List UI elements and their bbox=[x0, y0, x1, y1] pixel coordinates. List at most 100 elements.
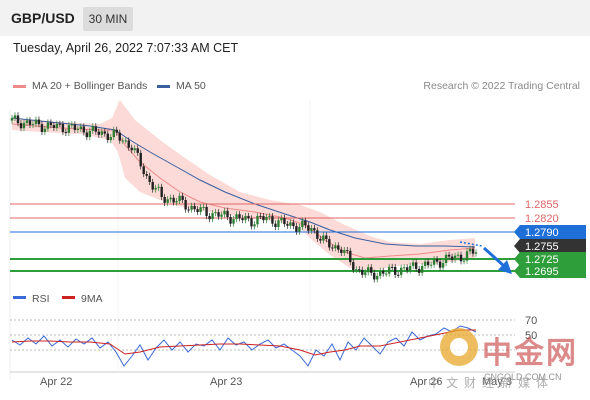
candle-body bbox=[184, 199, 187, 210]
candle-body bbox=[133, 148, 136, 151]
candle-body bbox=[382, 270, 385, 274]
candle-body bbox=[88, 130, 92, 138]
candle-body bbox=[214, 212, 217, 214]
legend-swatch-bb bbox=[13, 84, 26, 88]
candle-body bbox=[334, 245, 337, 249]
candle-body bbox=[145, 174, 148, 176]
candle-body bbox=[28, 120, 32, 125]
candle-body bbox=[10, 117, 14, 121]
legend-label-bb: MA 20 + Bollinger Bands bbox=[32, 80, 148, 92]
candle-body bbox=[408, 265, 412, 271]
level-tag-4 bbox=[514, 239, 586, 253]
candle-body bbox=[411, 262, 415, 266]
x-axis-label: Apr 23 bbox=[210, 376, 243, 388]
watermark-subtitle: 中文财经新媒体 bbox=[428, 376, 555, 390]
candle-body bbox=[456, 254, 460, 256]
projection-arrowhead bbox=[498, 260, 512, 274]
rsi-legend-swatch bbox=[13, 296, 26, 299]
candle-body bbox=[244, 215, 247, 221]
candle-body bbox=[307, 225, 310, 231]
candle-body bbox=[319, 238, 322, 241]
candle-body bbox=[127, 140, 130, 148]
candle-body bbox=[471, 248, 475, 254]
credit-text: Research © 2022 Trading Central bbox=[423, 80, 580, 92]
candle-body bbox=[253, 224, 256, 227]
candle-body bbox=[376, 275, 379, 280]
candle-body bbox=[178, 195, 181, 202]
level-tag-3 bbox=[514, 225, 586, 239]
candle-body bbox=[73, 124, 77, 130]
candle-body bbox=[160, 186, 163, 197]
candle-body bbox=[49, 122, 53, 126]
candle-body bbox=[46, 122, 50, 129]
candle-body bbox=[148, 175, 151, 182]
candle-body bbox=[142, 166, 145, 175]
candle-body bbox=[238, 214, 241, 219]
candle-body bbox=[286, 224, 289, 226]
candle-body bbox=[118, 132, 121, 141]
projection-arrow bbox=[482, 246, 506, 268]
candle-body bbox=[163, 196, 166, 203]
candle-body bbox=[459, 254, 463, 262]
candle-body bbox=[393, 266, 397, 275]
candle-body bbox=[399, 267, 403, 275]
candle-body bbox=[136, 148, 139, 153]
candle-body bbox=[337, 245, 340, 250]
legend-label-ma50: MA 50 bbox=[176, 80, 206, 92]
timeframe-button[interactable]: 30 MIN bbox=[83, 7, 133, 31]
level-label-5: 1.2725 bbox=[525, 254, 559, 266]
candle-body bbox=[166, 199, 169, 203]
candle-body bbox=[402, 267, 406, 269]
candle-body bbox=[175, 201, 178, 203]
candle-body bbox=[429, 264, 433, 266]
candle-body bbox=[172, 197, 175, 203]
candle-body bbox=[295, 226, 298, 232]
candle-body bbox=[157, 186, 160, 188]
candle-body bbox=[100, 131, 104, 135]
candle-body bbox=[367, 267, 370, 273]
candle-body bbox=[58, 123, 62, 125]
ma9-legend-label: 9MA bbox=[81, 293, 103, 305]
candle-body bbox=[256, 215, 259, 225]
candle-body bbox=[325, 235, 328, 240]
candle-body bbox=[151, 181, 154, 190]
candle-body bbox=[474, 252, 478, 254]
candle-body bbox=[364, 272, 367, 275]
candle-body bbox=[277, 220, 280, 228]
candle-body bbox=[154, 187, 157, 190]
candle-body bbox=[226, 210, 229, 218]
candle-body bbox=[438, 261, 442, 268]
level-label-4: 1.2755 bbox=[525, 241, 559, 253]
candle-body bbox=[217, 212, 220, 217]
candle-body bbox=[235, 214, 238, 220]
candle-body bbox=[199, 207, 202, 213]
candle-body bbox=[97, 131, 101, 135]
candle-body bbox=[313, 228, 316, 231]
candle-body bbox=[250, 218, 253, 227]
watermark-logo-icon bbox=[440, 328, 478, 366]
candle-body bbox=[190, 205, 193, 210]
candle-body bbox=[423, 261, 427, 267]
candle-body bbox=[193, 205, 196, 210]
candle-body bbox=[435, 259, 439, 262]
ma50-line bbox=[11, 117, 476, 248]
candle-body bbox=[358, 269, 361, 271]
candle-body bbox=[220, 214, 223, 217]
candle-body bbox=[25, 120, 29, 123]
candle-body bbox=[52, 125, 56, 128]
candle-body bbox=[109, 137, 112, 141]
watermark-url: CNGOLD.COM.CN bbox=[484, 372, 562, 382]
candle-body bbox=[355, 269, 358, 271]
candle-body bbox=[103, 131, 106, 134]
candle-body bbox=[414, 262, 418, 269]
candle-body bbox=[268, 216, 271, 218]
candle-body bbox=[289, 222, 292, 226]
candle-body bbox=[91, 126, 95, 131]
candle-body bbox=[181, 195, 184, 200]
candle-body bbox=[447, 254, 451, 257]
candle-body bbox=[349, 250, 352, 263]
candle-body bbox=[352, 262, 355, 270]
candle-body bbox=[426, 261, 430, 266]
candle-body bbox=[441, 263, 445, 268]
